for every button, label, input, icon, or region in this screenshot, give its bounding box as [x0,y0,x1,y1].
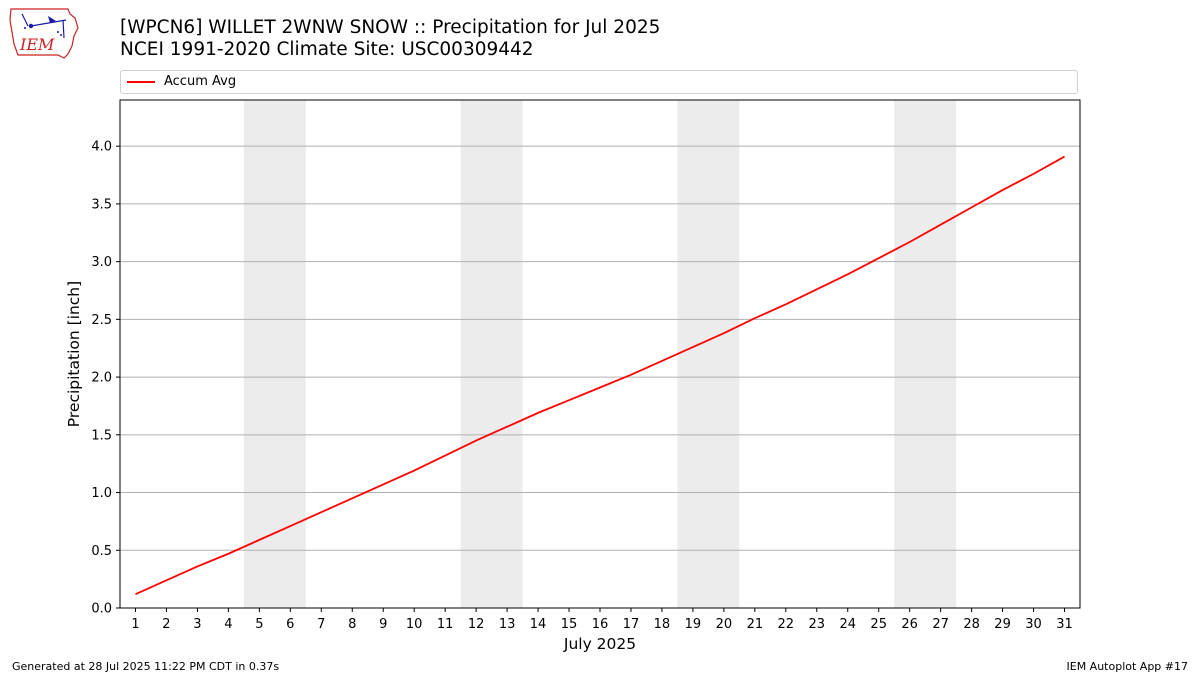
y-tick-label: 0.5 [91,544,112,559]
x-tick-label: 9 [379,617,387,632]
x-tick-label: 20 [716,617,733,632]
x-tick-label: 23 [809,617,826,632]
y-tick-label: 1.0 [91,486,112,501]
x-tick-label: 17 [623,617,640,632]
x-tick-label: 26 [901,617,918,632]
x-tick-label: 22 [778,617,795,632]
x-tick-label: 14 [530,617,547,632]
x-tick-label: 29 [994,617,1011,632]
x-tick-label: 19 [685,617,702,632]
title-line-1: [WPCN6] WILLET 2WNW SNOW :: Precipitatio… [120,17,661,38]
x-tick-label: 24 [839,617,856,632]
y-tick-label: 0.0 [91,602,112,617]
x-tick-label: 16 [592,617,609,632]
x-tick-label: 11 [437,617,454,632]
x-tick-label: 10 [406,617,423,632]
y-tick-label: 3.5 [91,197,112,212]
y-tick-label: 2.5 [91,313,112,328]
x-tick-label: 5 [255,617,263,632]
weekend-band [894,100,957,608]
x-tick-label: 31 [1056,617,1073,632]
chart-title: [WPCN6] WILLET 2WNW SNOW :: Precipitatio… [120,17,660,61]
generated-timestamp: Generated at 28 Jul 2025 11:22 PM CDT in… [12,660,280,673]
weekend-band [677,100,740,608]
x-tick-label: 8 [348,617,356,632]
x-tick-label: 28 [963,617,980,632]
app-label: IEM Autoplot App #17 [1066,660,1189,673]
x-axis-label: July 2025 [563,635,636,653]
x-tick-label: 3 [193,617,201,632]
x-tick-label: 25 [870,617,887,632]
x-tick-label: 4 [224,617,232,632]
series-line-accum-avg [135,155,1065,595]
iowa-state-icon: IEM [9,8,79,59]
iem-logo: IEM [8,6,80,60]
x-tick-label: 15 [561,617,578,632]
y-tick-label: 2.0 [91,371,112,386]
y-tick-label: 1.5 [91,428,112,443]
y-tick-label: 3.0 [91,255,112,270]
weekend-band [460,100,523,608]
title-line-2: NCEI 1991-2020 Climate Site: USC00309442 [120,39,534,60]
x-tick-label: 18 [654,617,671,632]
legend-line-swatch [127,81,155,83]
x-tick-label: 6 [286,617,294,632]
logo-text: IEM [19,35,55,54]
legend-label: Accum Avg [164,74,237,89]
x-tick-label: 13 [499,617,516,632]
x-tick-label: 1 [131,617,139,632]
x-tick-label: 12 [468,617,485,632]
legend: Accum Avg [120,70,1078,94]
y-tick-label: 4.0 [91,140,112,155]
x-tick-label: 7 [317,617,325,632]
x-tick-label: 27 [932,617,949,632]
weekend-band [243,100,306,608]
y-axis-label: Precipitation [inch] [65,281,83,427]
x-tick-label: 21 [747,617,764,632]
x-tick-label: 30 [1025,617,1042,632]
plot-frame [119,99,1081,609]
x-tick-label: 2 [162,617,170,632]
